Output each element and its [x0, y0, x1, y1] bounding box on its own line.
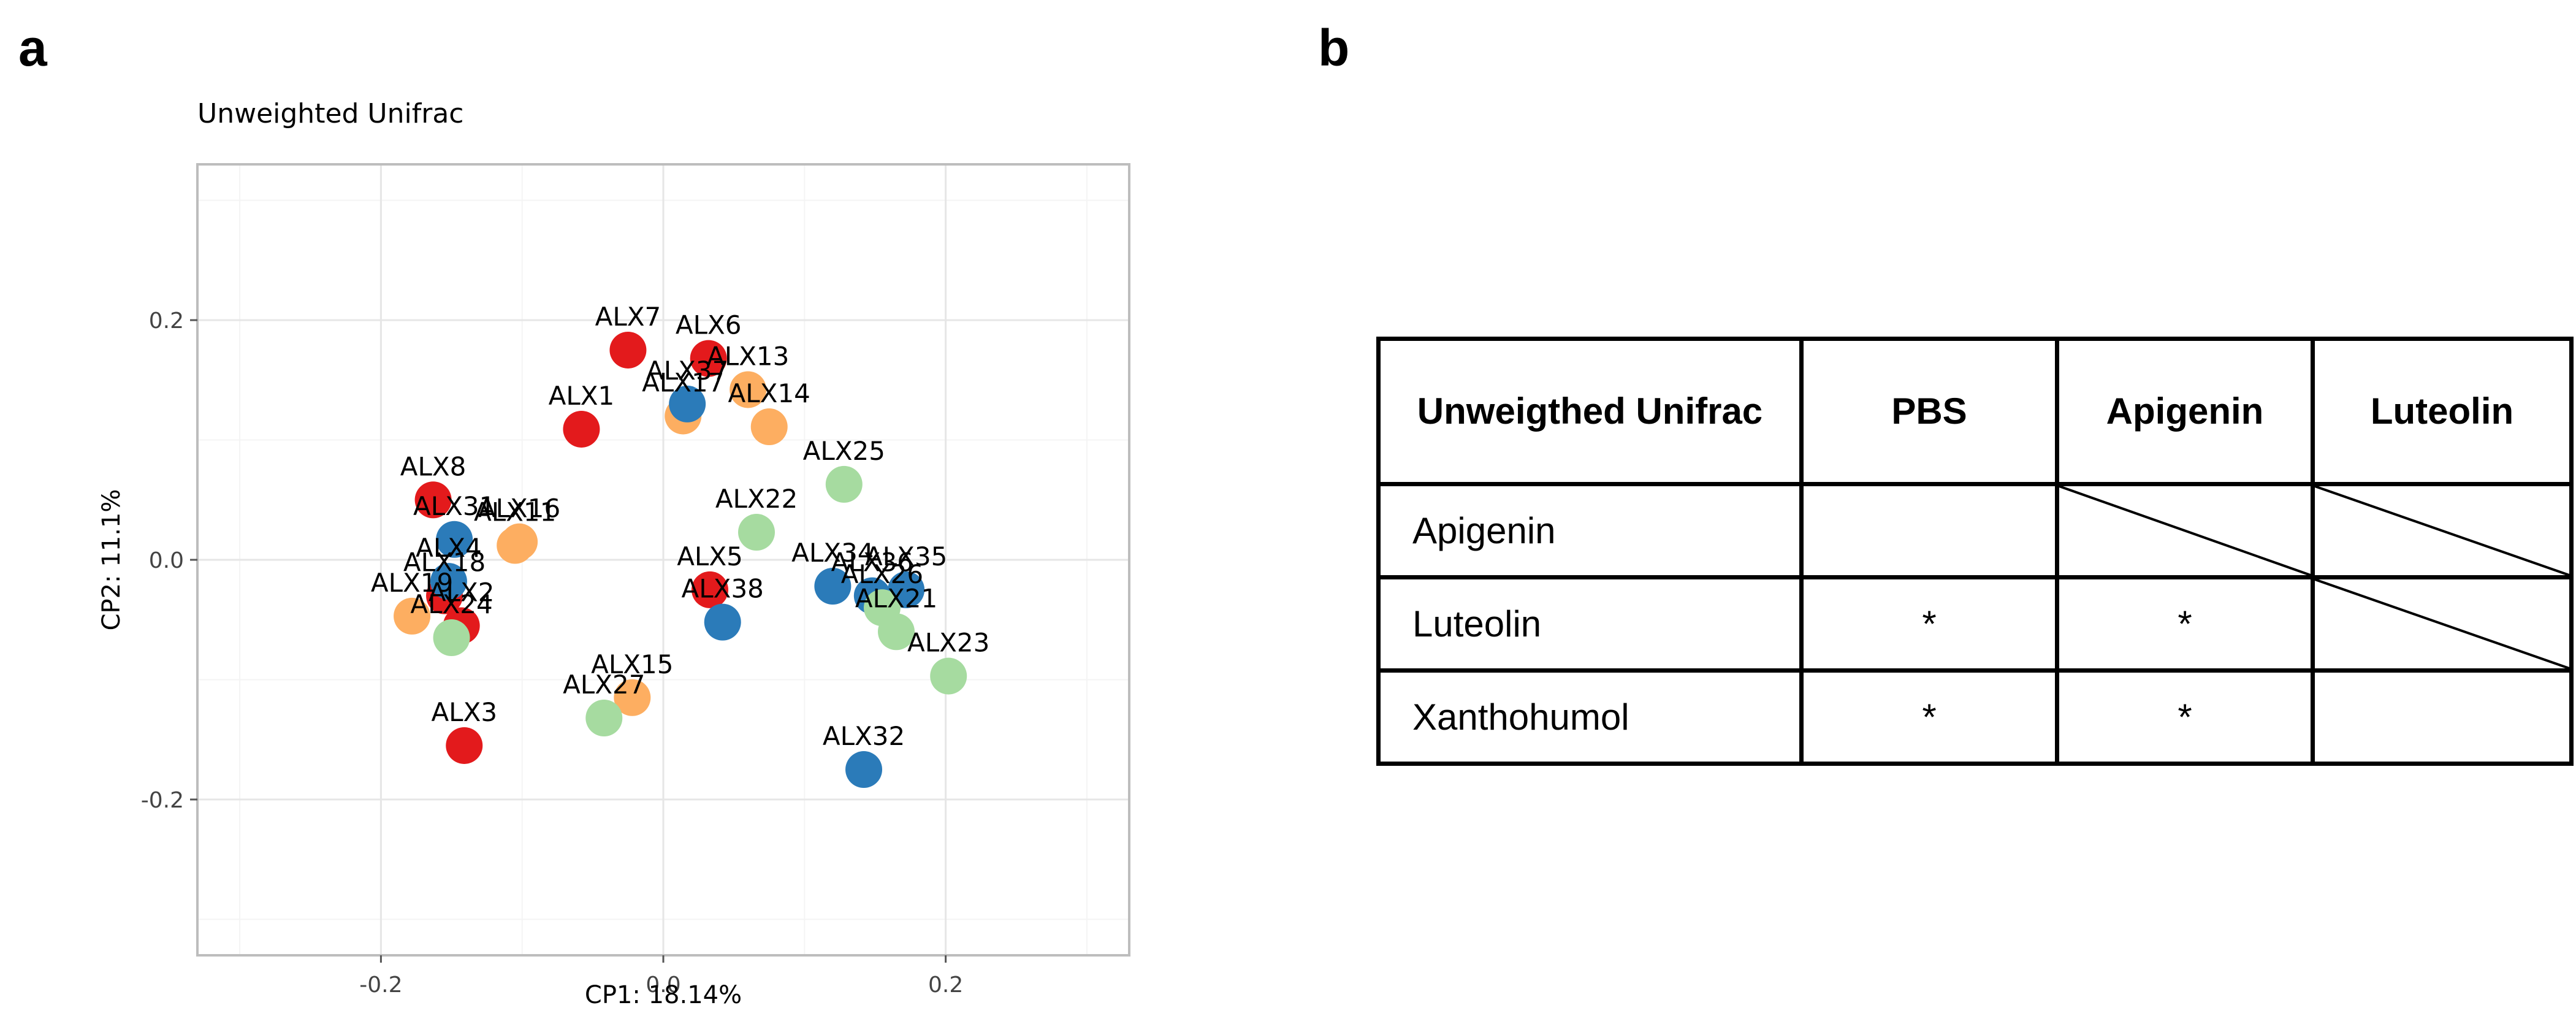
point-label: ALX15: [591, 649, 673, 679]
y-tick-label: 0.0: [149, 548, 184, 573]
point-label: ALX11: [474, 497, 556, 527]
data-point: [704, 603, 741, 641]
data-point: [814, 568, 852, 605]
row-label: Luteolin: [1376, 575, 1804, 673]
data-point: [738, 514, 775, 551]
row-label: Apigenin: [1376, 482, 1804, 579]
point-label: ALX32: [823, 721, 905, 751]
point-label: ALX7: [595, 302, 661, 332]
x-axis-label: CP1: 18.14%: [585, 981, 742, 1009]
point-label: ALX35: [865, 541, 947, 571]
point-label: ALX1: [549, 381, 615, 411]
data-point: [414, 481, 452, 519]
diagonal-empty-cell: [2311, 575, 2574, 673]
table-cell: *: [1799, 575, 2059, 673]
header-cell-apigenin: Apigenin: [2055, 337, 2315, 486]
x-tick-label: 0.2: [928, 972, 963, 998]
grid-lines: [197, 164, 1129, 955]
data-point: [825, 465, 863, 503]
data-point: [614, 679, 651, 716]
data-point: [436, 521, 473, 558]
point-label: ALX14: [728, 378, 810, 408]
table-row: Xanthohumol * *: [1376, 668, 2574, 766]
point-label: ALX16: [478, 494, 560, 524]
point-labels: ALX7 ALX6ALX1ALX8ALX5ALX3ALX18ALX2ALX13AL…: [371, 302, 990, 751]
diagonal-empty-cell: [2055, 482, 2315, 579]
y-axis-label: CP2: 11.1%: [97, 489, 126, 631]
data-point: [669, 385, 706, 422]
data-point: [446, 727, 483, 764]
point-label: ALX19: [371, 568, 453, 598]
table-row: Apigenin: [1376, 482, 2574, 579]
point-label: ALX13: [707, 341, 789, 371]
data-point: [863, 589, 901, 627]
chart-title: Unweighted Unifrac: [197, 98, 463, 129]
data-point: [430, 563, 467, 600]
point-label: ALX38: [682, 574, 764, 604]
data-point: [730, 371, 767, 408]
point-label: ALX27: [563, 670, 645, 700]
point-label: ALX5: [677, 541, 743, 571]
point-label: ALX18: [403, 548, 486, 578]
point-label: ALX3: [431, 697, 497, 727]
data-point: [750, 408, 788, 446]
data-point: [394, 597, 431, 635]
table-cell: [1799, 482, 2059, 579]
table-cell: *: [2055, 668, 2315, 766]
header-cell-pbs: PBS: [1799, 337, 2059, 486]
table-header-row: Unweigthed Unifrac PBS Apigenin Luteolin: [1376, 337, 2574, 486]
point-label: ALX37: [646, 356, 728, 386]
pcoa-scatter-plot: Unweighted Unifrac -0.2 0.0 0.2-0.20.00.2 …: [97, 98, 1130, 1009]
table-cell: *: [1799, 668, 2059, 766]
point-label: ALX36: [831, 548, 913, 578]
data-point: [585, 700, 623, 736]
data-point: [609, 331, 647, 369]
diagonal-empty-cell: [2311, 482, 2574, 579]
header-cell-luteolin: Luteolin: [2311, 337, 2574, 486]
data-point: [930, 657, 967, 695]
point-label: ALX26: [841, 559, 923, 589]
point-label: ALX4: [416, 533, 482, 563]
x-tick-label: 0.0: [646, 972, 680, 998]
point-label: ALX23: [907, 628, 989, 658]
panel-label-a: a: [18, 19, 47, 77]
table-cell: [2311, 668, 2574, 766]
y-tick-label: 0.2: [149, 308, 184, 334]
point-label: ALX31: [413, 491, 495, 521]
table-cell: *: [2055, 575, 2315, 673]
point-label: ALX21: [855, 583, 937, 613]
data-point: [845, 751, 883, 789]
data-point: [497, 527, 534, 564]
point-label: ALX2: [429, 578, 495, 608]
y-tick-label: -0.2: [141, 788, 184, 813]
point-label: ALX25: [803, 436, 885, 466]
data-point: [563, 410, 600, 448]
point-label: ALX17: [642, 367, 724, 397]
data-point: [433, 619, 470, 657]
row-label: Xanthohumol: [1376, 668, 1804, 766]
point-label: ALX22: [715, 484, 798, 514]
table-row: Luteolin * *: [1376, 575, 2574, 673]
point-label: ALX6: [676, 310, 742, 340]
significance-table: Unweigthed Unifrac PBS Apigenin Luteolin…: [1376, 337, 2574, 766]
axis-ticks: -0.2 0.0 0.2 -0.2 0.0 0.2: [141, 308, 963, 998]
point-label: ALX34: [791, 538, 874, 568]
panel-label-b: b: [1318, 19, 1350, 77]
data-point: [690, 340, 727, 377]
header-cell-method: Unweigthed Unifrac: [1376, 337, 1804, 486]
data-point: [692, 571, 728, 608]
point-label: ALX24: [410, 589, 492, 619]
point-label: ALX8: [400, 451, 467, 481]
data-points: [394, 331, 967, 789]
x-tick-label: -0.2: [359, 972, 402, 998]
